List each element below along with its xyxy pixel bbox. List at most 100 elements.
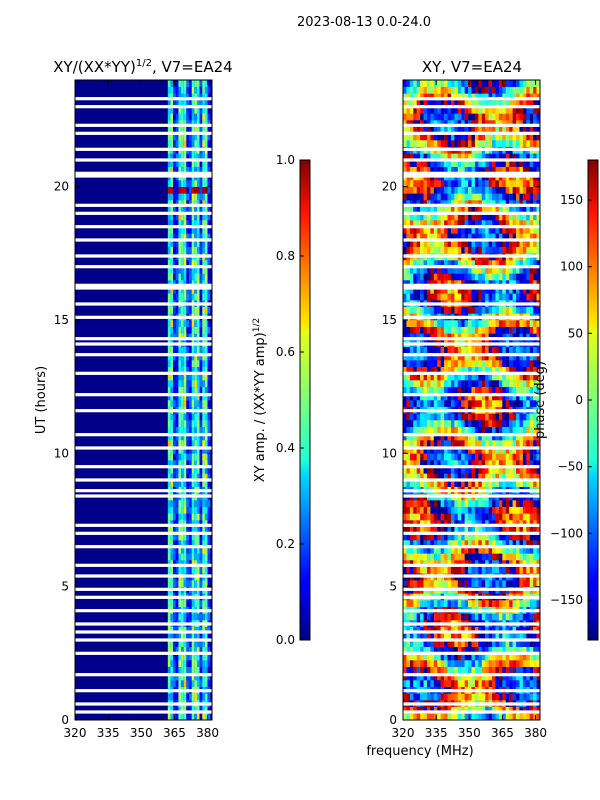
amplitude-cell [183,193,187,201]
phase-cell [488,260,493,267]
phase-cell [516,533,520,541]
phase-cell [430,360,435,367]
amplitude-cell [204,426,208,434]
amplitude-cell [207,353,211,361]
phase-cell [529,306,534,314]
amplitude-cell [186,680,190,687]
phase-cell [416,566,421,574]
phase-cell [409,466,414,474]
amplitude-cell [170,666,174,674]
phase-cell [437,166,441,174]
phase-cell [474,693,479,701]
amplitude-cell [167,373,171,381]
phase-cell [519,240,524,247]
phase-cell [461,160,465,167]
amplitude-cell [204,106,208,114]
phase-cell [519,220,524,227]
phase-cell [413,626,417,634]
phase-cell [471,640,476,647]
phase-cell [533,386,537,394]
phase-cell [426,206,431,214]
amplitude-cell [173,666,176,674]
amplitude-cell [175,380,179,387]
phase-cell [433,420,438,427]
phase-cell [454,466,459,474]
amplitude-cell [183,680,187,687]
amplitude-cell [191,626,195,634]
phase-cell [464,213,469,221]
phase-cell [495,626,500,634]
phase-cell [498,333,503,341]
phase-cell [440,320,445,327]
phase-cell [474,346,479,354]
amplitude-cell [204,613,208,621]
amplitude-cell [194,660,197,667]
phase-cell [529,506,534,514]
phase-cell [457,260,462,267]
phase-cell [454,546,459,554]
phase-cell [512,186,517,194]
amplitude-cell [204,626,208,634]
phase-cell [526,666,530,674]
phase-cell [457,520,462,527]
phase-cell [461,626,465,634]
phase-cell [529,660,534,667]
phase-cell [457,240,462,247]
phase-cell [516,266,520,274]
phase-cell [509,506,513,514]
phase-cell [522,306,527,314]
phase-cell [502,560,506,567]
phase-cell [403,513,407,521]
amplitude-cell [167,453,171,461]
phase-cell [468,466,472,474]
phase-cell [468,226,472,234]
phase-cell [430,506,435,514]
phase-cell [474,600,479,607]
phase-cell [505,600,510,607]
phase-cell [526,373,530,381]
amplitude-cell [175,506,179,514]
amplitude-cell [181,293,184,301]
phase-cell [492,553,496,561]
amplitude-cell [207,706,211,714]
phase-cell [454,680,459,687]
amplitude-cell [167,506,171,514]
amplitude-cell [196,226,200,234]
phase-cell [522,480,527,487]
amplitude-cell [194,500,197,507]
amplitude-cell [202,246,205,254]
amplitude-cell [204,553,208,561]
phase-cell [444,226,448,234]
flagged-gap [75,478,212,482]
phase-cell [495,166,500,174]
amplitude-cell [189,233,192,241]
amplitude-cell [202,106,205,114]
phase-cell [509,386,513,394]
phase-cell [495,673,500,681]
phase-cell [512,473,517,481]
amplitude-cell [189,613,192,621]
amplitude-cell [194,526,197,534]
phase-cell [505,413,510,421]
phase-cell [464,653,469,661]
phase-cell [450,433,455,441]
amplitude-cell [183,80,187,87]
phase-cell [522,613,527,621]
amplitude-cell [194,520,197,527]
phase-cell [403,206,407,214]
phase-cell [468,320,472,327]
phase-cell [502,360,506,367]
phase-cell [471,206,476,214]
phase-cell [444,213,448,221]
phase-cell [498,466,503,474]
phase-cell [536,673,541,681]
phase-cell [471,260,476,267]
phase-cell [522,580,527,587]
phase-cell [447,533,452,541]
phase-cell [505,553,510,561]
phase-cell [471,360,476,367]
phase-cell [488,326,493,334]
phase-cell [505,280,510,287]
phase-cell [481,540,486,547]
amplitude-cell [196,680,200,687]
